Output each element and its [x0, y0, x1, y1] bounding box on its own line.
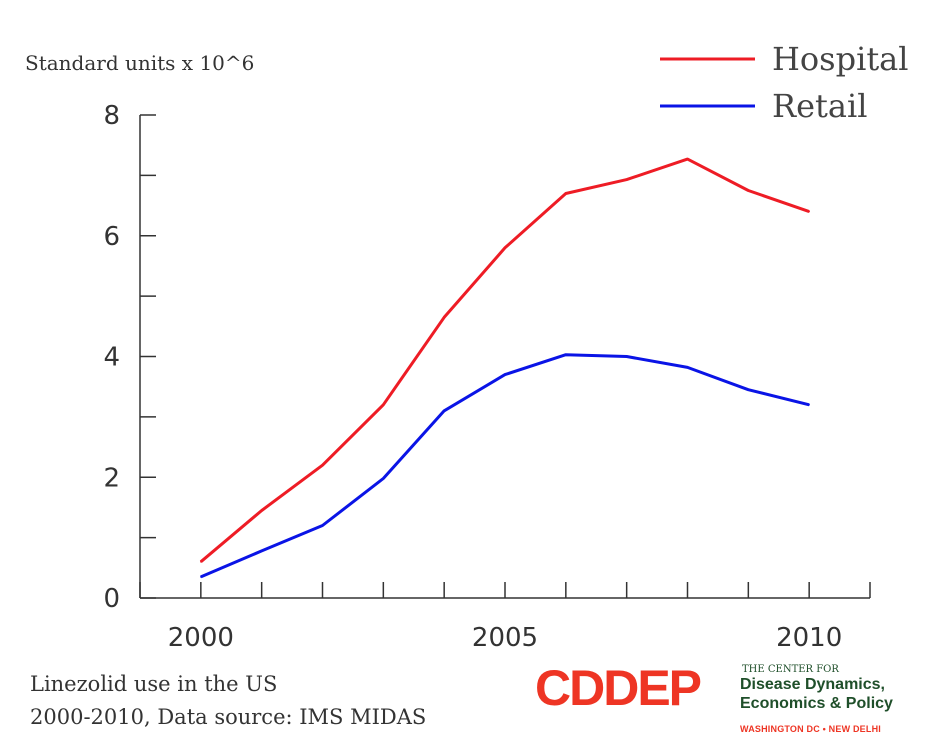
data-point [686, 158, 689, 160]
data-point [504, 247, 506, 249]
series-line-hospital [199, 157, 810, 563]
ticks [139, 114, 871, 599]
data-point [382, 477, 385, 480]
data-point [808, 210, 810, 213]
legend: Hospital Retail [660, 40, 908, 125]
series-lines [199, 157, 810, 579]
y-tick-label: 2 [103, 463, 120, 493]
data-point [504, 373, 506, 376]
data-point [321, 464, 324, 466]
data-point [625, 355, 628, 358]
legend-label-hospital: Hospital [772, 40, 908, 78]
logo-tagline: Disease Dynamics, Economics & Policy [740, 675, 893, 713]
caption-line-2: 2000-2010, Data source: IMS MIDAS [30, 705, 427, 729]
logo-mark: CDDEP [535, 660, 702, 716]
data-point [747, 189, 750, 192]
data-point [321, 524, 324, 527]
data-point [200, 576, 202, 578]
data-point [260, 509, 263, 512]
x-tick-label: 2010 [776, 623, 842, 653]
figure-caption: Linezolid use in the US 2000-2010, Data … [30, 668, 426, 734]
data-point [808, 404, 810, 406]
y-tick-label: 6 [103, 222, 120, 252]
data-point [260, 550, 263, 552]
legend-label-retail: Retail [772, 87, 867, 125]
data-point [747, 388, 750, 391]
logo-locations: WASHINGTON DC • NEW DELHI [740, 724, 881, 734]
data-point [565, 353, 567, 356]
x-tick-label: 2005 [472, 623, 538, 653]
axes [139, 115, 870, 599]
data-point [382, 404, 385, 406]
series-line-retail [200, 353, 810, 579]
data-point [200, 560, 202, 563]
logo-tagline-small: THE CENTER FOR [742, 664, 839, 675]
x-tick-label: 2000 [168, 623, 234, 653]
data-point [565, 192, 567, 195]
data-point [443, 316, 445, 319]
caption-line-1: Linezolid use in the US [30, 672, 278, 696]
data-point [686, 366, 689, 369]
cddep-logo: CDDEP THE CENTER FOR Disease Dynamics, E… [535, 660, 915, 740]
logo-tagline-2: Economics & Policy [740, 695, 893, 712]
data-point [625, 178, 628, 181]
logo-tagline-1: Disease Dynamics, [740, 676, 885, 693]
y-tick-label: 4 [103, 343, 120, 373]
y-axis-label: Standard units x 10^6 [25, 51, 254, 75]
data-point [443, 410, 445, 412]
y-tick-label: 8 [103, 101, 120, 131]
y-tick-label: 0 [103, 584, 120, 614]
tick-labels: 0 2 4 6 8 2000 2005 2010 [103, 101, 842, 653]
